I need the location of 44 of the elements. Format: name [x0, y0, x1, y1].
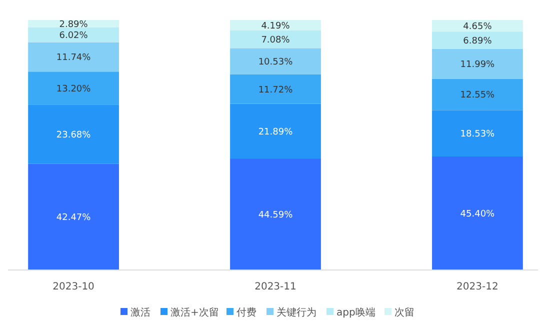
x-tick-label: 2023-10: [52, 282, 94, 292]
bar: [432, 110, 523, 156]
x-tick-label: 2023-11: [254, 282, 296, 292]
data-label: 45.40%: [460, 209, 496, 220]
data-label: 18.53%: [460, 129, 496, 140]
bar: [432, 78, 523, 110]
bar: [230, 20, 321, 30]
bar: [28, 27, 119, 42]
data-label: 44.59%: [258, 210, 294, 220]
data-label: 11.72%: [258, 85, 294, 96]
legend-label: 付费: [236, 306, 256, 318]
bar: [28, 104, 119, 164]
data-label: 12.55%: [460, 90, 496, 101]
bar: [432, 48, 523, 79]
bar: [230, 74, 321, 104]
legend-label: 激活: [130, 306, 150, 318]
bar: [28, 72, 119, 105]
data-label: 7.08%: [261, 35, 290, 46]
data-label: 4.19%: [261, 21, 290, 32]
data-label: 23.68%: [56, 130, 92, 140]
bar: [28, 42, 119, 72]
bar: [432, 32, 523, 49]
bar: [230, 48, 321, 74]
bar: [230, 104, 321, 159]
bar: [28, 164, 119, 270]
data-label: 6.89%: [463, 36, 492, 46]
bar: [432, 20, 523, 32]
legend-label: 次留: [394, 306, 414, 318]
data-label: 2.89%: [59, 20, 88, 30]
legend-label: 关键行为: [276, 306, 316, 318]
bar: [230, 30, 321, 48]
legend-label: 激活+次留: [170, 306, 219, 318]
data-label: 6.02%: [59, 30, 88, 41]
data-label: 10.53%: [258, 57, 294, 68]
data-label: 11.99%: [460, 60, 496, 70]
data-label: 4.65%: [463, 22, 492, 32]
bar: [432, 156, 523, 270]
data-label: 13.20%: [56, 84, 92, 94]
bar: [230, 158, 321, 270]
legend-label: app唤端: [336, 306, 376, 318]
data-label: 42.47%: [56, 213, 92, 224]
data-label: 11.74%: [56, 53, 92, 64]
x-tick-label: 2023-12: [456, 282, 498, 292]
data-label: 21.89%: [258, 127, 294, 138]
